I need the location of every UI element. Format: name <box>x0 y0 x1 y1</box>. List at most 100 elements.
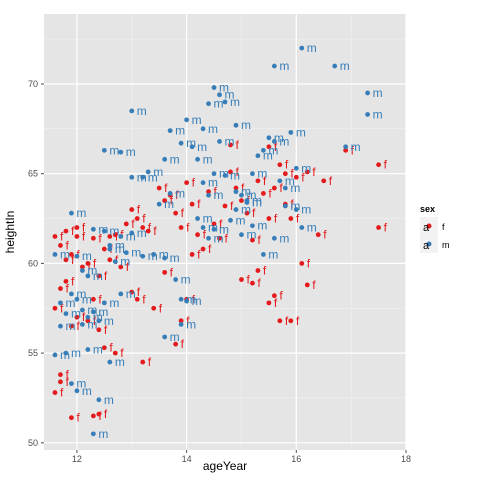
point-label-f: f <box>323 228 327 242</box>
point-m <box>90 309 96 315</box>
point-f <box>271 185 277 191</box>
point-m <box>178 140 184 146</box>
point-m <box>52 252 58 257</box>
point-f <box>239 277 244 282</box>
point-label-m: m <box>71 346 81 360</box>
point-f <box>228 142 233 148</box>
point-label-f: f <box>351 143 355 157</box>
point-f <box>101 345 107 351</box>
point-m <box>140 253 146 259</box>
point-f <box>63 257 69 263</box>
point-label-m: m <box>82 292 92 306</box>
point-label-f: f <box>98 231 102 245</box>
point-label-f: f <box>104 269 108 283</box>
point-label-m: m <box>109 224 119 238</box>
point-m <box>52 352 58 358</box>
point-label-m: m <box>93 343 103 357</box>
point-label-f: f <box>296 212 300 226</box>
point-f <box>74 234 80 239</box>
point-m <box>244 199 250 205</box>
point-label-m: m <box>279 59 289 73</box>
point-m <box>233 189 239 195</box>
point-m <box>206 235 211 241</box>
point-m <box>282 185 288 191</box>
point-f <box>140 225 146 230</box>
point-m <box>266 135 272 141</box>
point-label-f: f <box>87 260 91 274</box>
point-label-m: m <box>126 229 136 243</box>
point-label-m: m <box>279 231 289 245</box>
x-axis-ticks: 12 14 16 18 <box>72 450 411 464</box>
point-label-m: m <box>93 310 103 324</box>
point-m <box>112 259 118 265</box>
point-m <box>271 63 277 69</box>
point-f <box>145 228 151 234</box>
point-label-f: f <box>104 407 108 421</box>
point-label-m: m <box>225 88 235 102</box>
point-label-f: f <box>71 224 75 238</box>
y-tick-label: 50 <box>28 438 38 448</box>
point-label-m: m <box>60 247 70 261</box>
point-f <box>107 257 113 263</box>
point-m <box>129 230 135 236</box>
point-label-f: f <box>93 314 97 328</box>
point-label-f: f <box>164 181 168 195</box>
point-label-m: m <box>109 143 119 157</box>
point-m <box>255 153 261 159</box>
point-label-f: f <box>241 181 245 195</box>
point-m <box>90 226 96 232</box>
point-m <box>96 397 102 403</box>
point-label-f: f <box>296 314 300 328</box>
point-label-m: m <box>164 197 174 211</box>
point-f <box>112 350 118 356</box>
point-m <box>173 277 179 282</box>
point-label-f: f <box>197 247 201 261</box>
point-label-f: f <box>307 256 311 270</box>
point-m <box>162 255 168 261</box>
point-f <box>228 169 233 175</box>
point-label-f: f <box>148 355 152 369</box>
point-m <box>250 171 255 177</box>
point-label-m: m <box>93 269 103 283</box>
point-label-f: f <box>197 197 201 211</box>
point-f <box>85 318 91 324</box>
point-m <box>217 138 222 144</box>
point-label-f: f <box>159 301 163 315</box>
legend-key-m-point <box>426 241 432 247</box>
point-label-m: m <box>252 195 262 209</box>
point-label-m: m <box>246 188 256 202</box>
point-m <box>85 273 91 279</box>
legend: sex a f a m <box>420 204 450 253</box>
point-label-m: m <box>219 222 229 236</box>
point-label-m: m <box>230 168 240 182</box>
point-m <box>200 180 206 186</box>
y-tick-label: 55 <box>28 348 38 358</box>
point-m <box>107 246 113 252</box>
point-m <box>129 108 135 114</box>
point-f <box>58 372 63 378</box>
point-m <box>85 347 91 352</box>
point-label-m: m <box>257 167 267 181</box>
point-f <box>178 225 184 230</box>
point-label-f: f <box>257 276 261 290</box>
point-m <box>178 296 184 302</box>
point-m <box>118 149 124 155</box>
point-label-f: f <box>279 181 283 195</box>
point-m <box>69 291 74 297</box>
point-f <box>156 185 162 191</box>
point-label-f: f <box>60 229 64 243</box>
point-label-m: m <box>120 255 130 269</box>
point-label-m: m <box>246 228 256 242</box>
point-m <box>239 232 244 238</box>
point-f <box>266 300 272 306</box>
point-label-f: f <box>312 165 316 179</box>
point-label-f: f <box>214 185 218 199</box>
point-f <box>233 185 239 191</box>
legend-title: sex <box>420 204 435 214</box>
point-label-f: f <box>65 375 69 389</box>
point-m <box>343 144 349 150</box>
point-f <box>376 162 381 168</box>
point-label-f: f <box>71 253 75 267</box>
point-f <box>277 318 283 324</box>
point-f <box>255 178 261 184</box>
